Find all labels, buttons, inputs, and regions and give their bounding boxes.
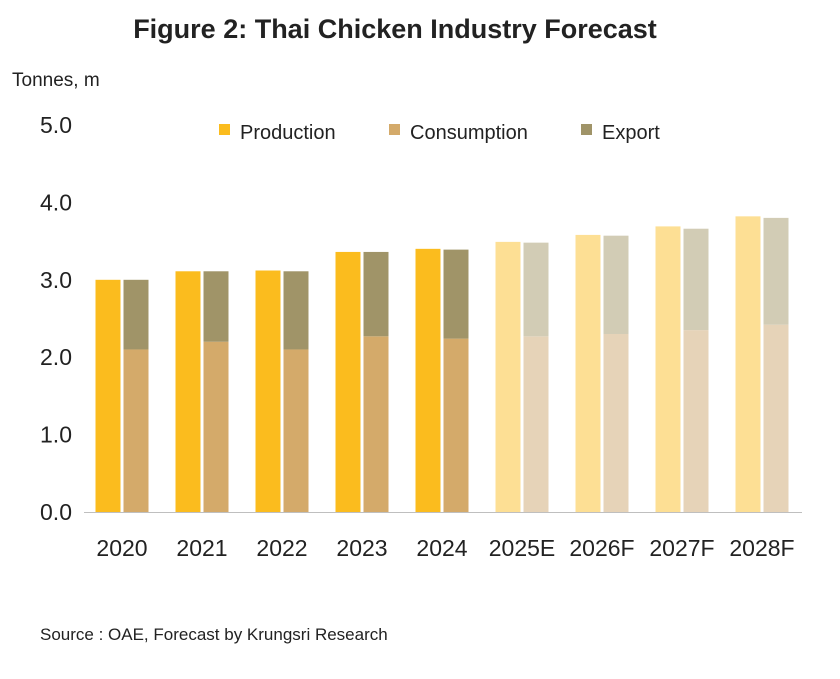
bar-production-2026F (575, 234, 601, 512)
legend-label-export: Export (602, 122, 660, 144)
bar-production-2020 (95, 279, 121, 512)
bar-export-2022 (283, 271, 309, 350)
bar-export-2024 (443, 249, 469, 339)
bar-production-2027F (655, 226, 681, 513)
legend-swatch-consumption (389, 124, 400, 135)
bar-consumption-2024 (443, 338, 469, 512)
legend-swatch-export (581, 124, 592, 135)
bar-export-2026F (603, 235, 629, 334)
bar-consumption-2026F (603, 333, 629, 512)
bar-export-2021 (203, 271, 229, 342)
bar-consumption-2028F (763, 324, 789, 512)
x-tick-label: 2021 (176, 535, 227, 561)
x-tick-label: 2028F (729, 535, 794, 561)
y-tick-label: 0.0 (40, 499, 72, 525)
x-tick-label: 2023 (336, 535, 387, 561)
bar-consumption-2023 (363, 336, 389, 512)
x-tick-label: 2026F (569, 535, 634, 561)
bar-production-2022 (255, 270, 281, 512)
bar-production-2028F (735, 216, 761, 512)
bar-export-2025E (523, 242, 549, 337)
x-tick-label: 2025E (489, 535, 556, 561)
bar-export-2027F (683, 228, 709, 331)
bar-consumption-2022 (283, 349, 309, 512)
x-tick-label: 2020 (96, 535, 147, 561)
x-tick-label: 2022 (256, 535, 307, 561)
bar-production-2025E (495, 241, 521, 512)
bar-consumption-2020 (123, 349, 149, 512)
y-tick-label: 3.0 (40, 267, 72, 293)
y-tick-label: 2.0 (40, 344, 72, 370)
source-note: Source : OAE, Forecast by Krungsri Resea… (40, 625, 388, 644)
chart-title: Figure 2: Thai Chicken Industry Forecast (133, 14, 657, 44)
legend-label-production: Production (240, 122, 336, 144)
y-axis-unit-label: Tonnes, m (12, 70, 100, 91)
bar-production-2021 (175, 271, 201, 512)
x-tick-label: 2024 (416, 535, 467, 561)
bar-consumption-2025E (523, 336, 549, 512)
x-tick-label: 2027F (649, 535, 714, 561)
bar-consumption-2021 (203, 341, 229, 512)
y-tick-label: 4.0 (40, 189, 72, 215)
bar-export-2023 (363, 251, 389, 337)
bar-export-2020 (123, 279, 149, 350)
legend-swatch-production (219, 124, 230, 135)
bar-production-2024 (415, 248, 441, 512)
legend-label-consumption: Consumption (410, 122, 528, 144)
bar-production-2023 (335, 251, 361, 512)
bar-consumption-2027F (683, 330, 709, 512)
bar-export-2028F (763, 217, 789, 325)
y-tick-label: 1.0 (40, 422, 72, 448)
y-tick-label: 5.0 (40, 112, 72, 138)
